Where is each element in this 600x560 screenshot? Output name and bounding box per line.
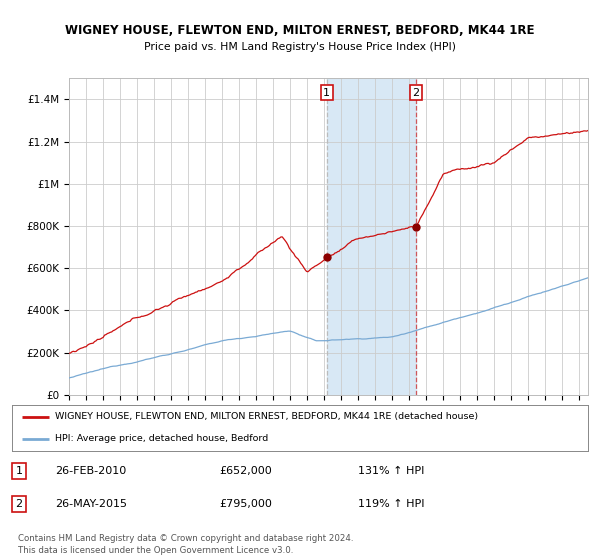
Text: 2: 2 (413, 87, 419, 97)
Text: Contains HM Land Registry data © Crown copyright and database right 2024.
This d: Contains HM Land Registry data © Crown c… (18, 534, 353, 555)
Text: 1: 1 (323, 87, 330, 97)
Text: WIGNEY HOUSE, FLEWTON END, MILTON ERNEST, BEDFORD, MK44 1RE (detached house): WIGNEY HOUSE, FLEWTON END, MILTON ERNEST… (55, 412, 478, 421)
Text: 2: 2 (16, 499, 22, 509)
Bar (327, 78, 416, 395)
Text: 26-MAY-2015: 26-MAY-2015 (55, 499, 127, 509)
Text: £652,000: £652,000 (220, 466, 272, 476)
Text: 26-FEB-2010: 26-FEB-2010 (55, 466, 127, 476)
Text: 131% ↑ HPI: 131% ↑ HPI (358, 466, 424, 476)
Text: HPI: Average price, detached house, Bedford: HPI: Average price, detached house, Bedf… (55, 435, 268, 444)
Text: WIGNEY HOUSE, FLEWTON END, MILTON ERNEST, BEDFORD, MK44 1RE: WIGNEY HOUSE, FLEWTON END, MILTON ERNEST… (65, 24, 535, 38)
Text: 1: 1 (16, 466, 22, 476)
Text: Price paid vs. HM Land Registry's House Price Index (HPI): Price paid vs. HM Land Registry's House … (144, 42, 456, 52)
Text: £795,000: £795,000 (220, 499, 272, 509)
Text: 119% ↑ HPI: 119% ↑ HPI (358, 499, 424, 509)
